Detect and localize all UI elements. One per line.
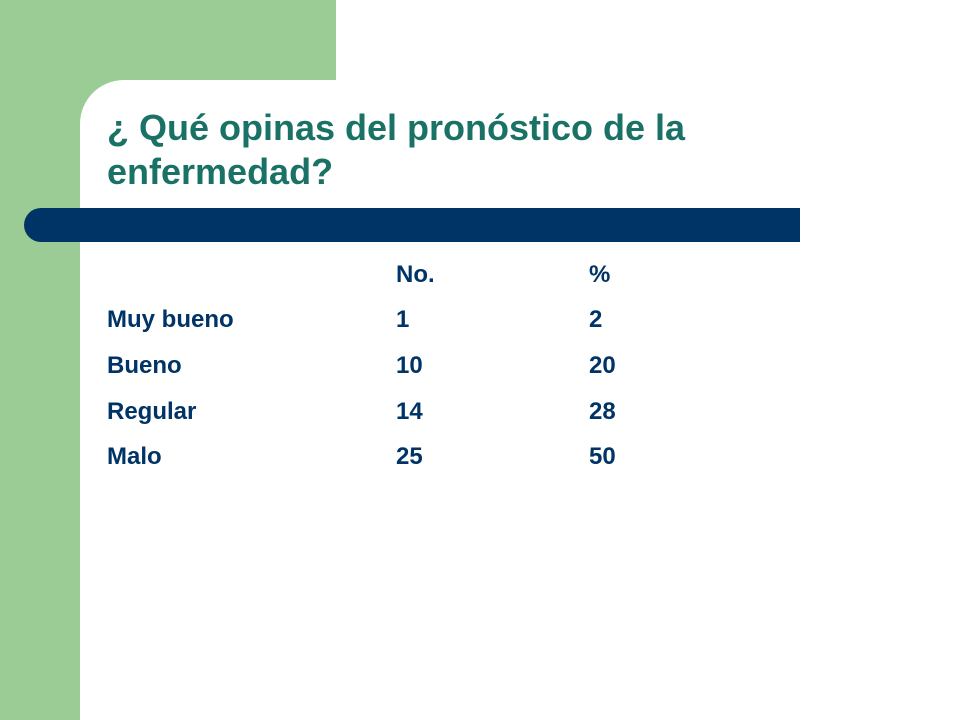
table-row: Malo 25 50 <box>107 434 689 480</box>
row-count: 14 <box>396 397 423 425</box>
table-row: Bueno 10 20 <box>107 343 689 389</box>
row-label: Regular <box>107 397 197 425</box>
table-header-row: No. % <box>107 252 689 298</box>
row-count: 25 <box>396 443 423 471</box>
row-percent: 50 <box>589 443 616 471</box>
row-label: Muy bueno <box>107 306 234 334</box>
header-percent: % <box>589 260 611 288</box>
row-count: 10 <box>396 351 423 379</box>
header-count: No. <box>396 260 435 288</box>
row-percent: 20 <box>589 351 616 379</box>
slide-title: ¿ Qué opinas del pronóstico de la enferm… <box>107 107 686 192</box>
header-category <box>107 252 396 298</box>
results-table: No. % Muy bueno 1 2 Bueno 10 20 Regular … <box>107 252 689 480</box>
table-row: Muy bueno 1 2 <box>107 298 689 344</box>
row-count: 1 <box>396 306 410 334</box>
row-percent: 28 <box>589 397 616 425</box>
row-label: Bueno <box>107 351 182 379</box>
row-percent: 2 <box>589 306 603 334</box>
row-label: Malo <box>107 443 162 471</box>
content-panel <box>80 80 960 720</box>
table-row: Regular 14 28 <box>107 389 689 435</box>
title-rule-bar <box>24 208 800 242</box>
